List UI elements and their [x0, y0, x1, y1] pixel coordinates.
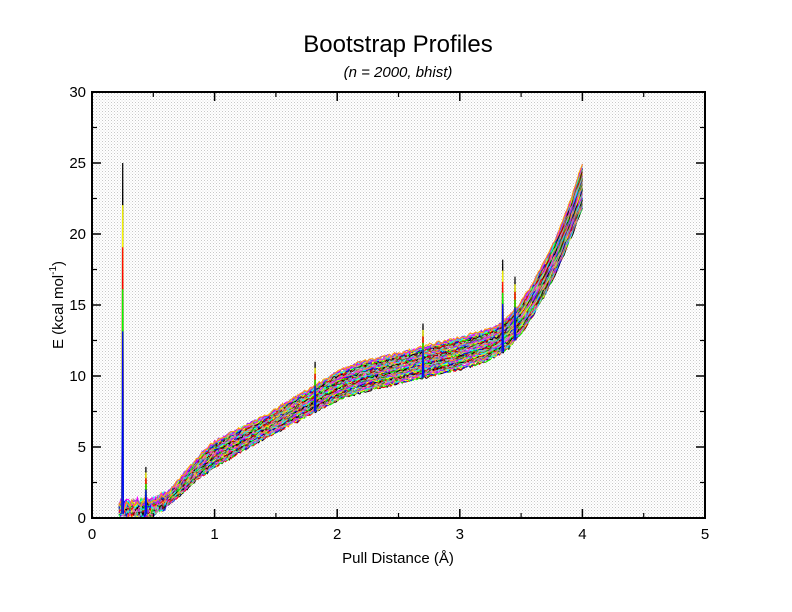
x-tick-label: 2 [333, 526, 341, 543]
profile-spike [421, 349, 425, 378]
profile-lines [118, 162, 583, 518]
y-tick-label: 15 [69, 297, 86, 314]
y-tick-label: 5 [78, 439, 86, 456]
plot-area [92, 92, 705, 518]
profile-line [118, 164, 583, 512]
chart-subtitle: (n = 2000, bhist) [344, 64, 453, 81]
profile-spike [313, 385, 317, 412]
profile-spike [144, 489, 148, 515]
x-axis-label: Pull Distance (Å) [342, 550, 454, 567]
x-tick-label: 5 [701, 526, 709, 543]
profile-line [118, 164, 583, 509]
y-tick-label: 30 [69, 84, 86, 101]
x-tick-label: 4 [578, 526, 586, 543]
x-axis: 0 1 2 3 4 5 [88, 92, 709, 543]
profile-spike [501, 303, 504, 352]
y-tick-label: 10 [69, 368, 86, 385]
y-tick-label: 25 [69, 155, 86, 172]
chart-title: Bootstrap Profiles [303, 31, 492, 58]
y-axis-label-text: E (kcal mol [50, 275, 67, 349]
profile-spike [513, 307, 517, 341]
x-tick-label: 1 [210, 526, 218, 543]
y-axis-label-superscript: -1 [48, 266, 59, 275]
y-axis: 0 5 10 15 20 25 30 [69, 84, 705, 527]
x-tick-label: 3 [456, 526, 464, 543]
y-tick-label: 0 [78, 510, 86, 527]
profile-line [118, 164, 583, 511]
y-tick-label: 20 [69, 226, 86, 243]
profile-spike [121, 331, 124, 514]
y-axis-label-close: ) [50, 261, 67, 266]
y-axis-label: E (kcal mol-1) [48, 261, 67, 349]
x-tick-label: 0 [88, 526, 96, 543]
